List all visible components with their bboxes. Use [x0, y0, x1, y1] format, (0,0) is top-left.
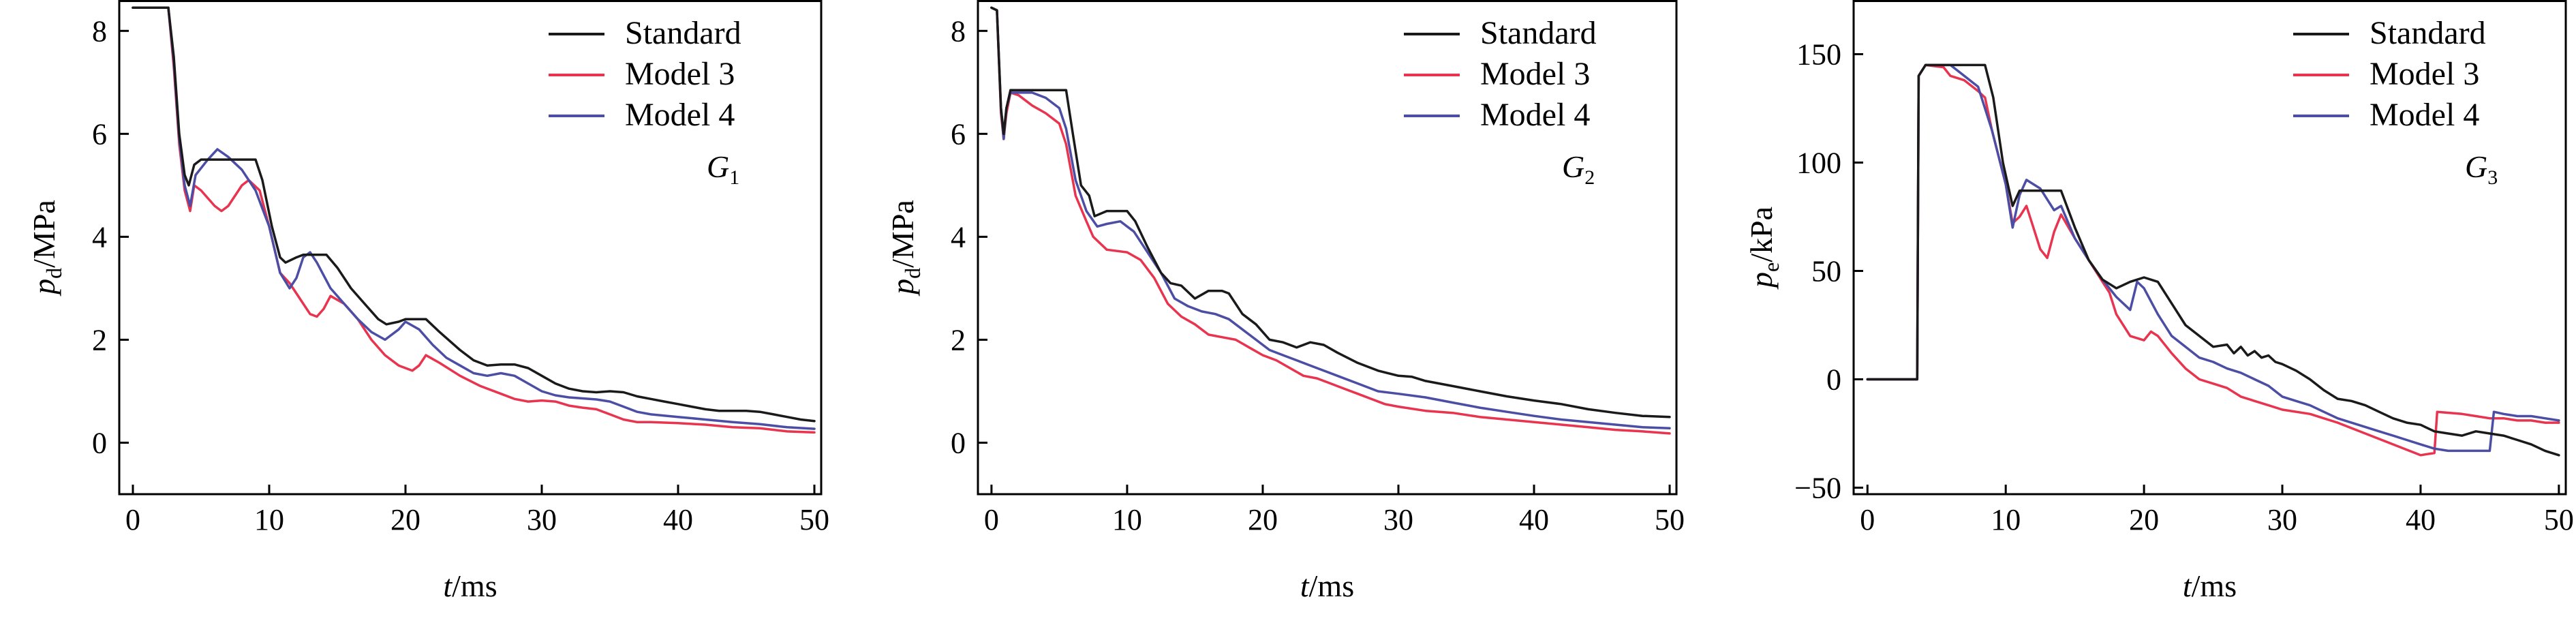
x-tick-label: 0	[125, 503, 140, 536]
legend-label: Standard	[625, 15, 741, 51]
y-axis-label: pe/kPa	[1744, 207, 1783, 290]
y-tick-label: 50	[1811, 254, 1841, 288]
panel-tag: G2	[1562, 149, 1595, 189]
y-tick-label: 100	[1796, 146, 1841, 179]
chart-panel-1: 0 10 20 30 40 50 0 2 4 6 8 t/ms pd/MPa Standard Model …	[27, 0, 829, 603]
plot-frame	[977, 0, 1678, 496]
x-tick-label: 50	[2544, 503, 2574, 536]
legend-label: Model 3	[1480, 56, 1590, 92]
y-tick-label: 150	[1796, 37, 1841, 71]
series-line-standard	[990, 6, 1671, 419]
x-tick-label: 10	[254, 503, 284, 536]
y-tick-label: 2	[92, 323, 107, 356]
series-line-model-3	[990, 6, 1671, 435]
y-tick-label: 0	[1826, 363, 1841, 396]
x-tick-label: 0	[984, 503, 999, 536]
series-line-model-4	[132, 6, 816, 430]
y-tick-label: 6	[92, 117, 107, 151]
panel-tag: G3	[2465, 149, 2498, 189]
x-tick-label: 50	[799, 503, 829, 536]
legend-label: Model 3	[625, 56, 735, 92]
x-tick-label: 30	[1383, 503, 1413, 536]
x-tick-label: 20	[390, 503, 420, 536]
legend-label: Model 4	[2370, 97, 2479, 133]
y-tick-label: 6	[951, 117, 966, 151]
y-tick-label: 8	[951, 14, 966, 48]
y-axis-label: pd/MPa	[885, 200, 925, 297]
legend-label: Model 4	[625, 97, 735, 133]
series-line-standard	[132, 6, 816, 423]
y-tick-label: 0	[951, 426, 966, 459]
x-axis-label: t/ms	[2183, 568, 2237, 603]
x-tick-label: 10	[1112, 503, 1142, 536]
x-axis-label: t/ms	[443, 568, 497, 603]
x-tick-label: 0	[1860, 503, 1875, 536]
series-line-model-3	[132, 6, 816, 434]
chart-panel-2: 0 10 20 30 40 50 0 2 4 6 8 t/ms pd/MPa Standard Model …	[885, 0, 1685, 603]
legend-label: Model 3	[2370, 56, 2479, 92]
y-tick-label: 0	[92, 426, 107, 459]
x-tick-label: 20	[1248, 503, 1278, 536]
plot-frame	[118, 0, 823, 496]
x-axis-label: t/ms	[1300, 568, 1354, 603]
series-line-model-4	[1866, 63, 2560, 453]
y-tick-label: 4	[92, 220, 107, 254]
y-tick-label: 8	[92, 14, 107, 48]
panel-tag: G1	[707, 149, 739, 189]
chart-panel-3: 0 10 20 30 40 50 −50 0 50 100 150 t/ms pe/kPa Standar…	[1744, 0, 2574, 603]
x-tick-label: 40	[2406, 503, 2436, 536]
legend-label: Model 4	[1480, 97, 1590, 133]
x-tick-label: 10	[1991, 503, 2021, 536]
y-tick-label: −50	[1794, 471, 1841, 504]
series-line-model-4	[990, 6, 1671, 430]
x-tick-label: 40	[1519, 503, 1549, 536]
y-axis-label: pd/MPa	[27, 200, 66, 297]
x-tick-label: 20	[2129, 503, 2159, 536]
legend: Standard Model 3 Model 4	[1404, 15, 1597, 133]
x-tick-label: 40	[663, 503, 693, 536]
plot-frame	[1852, 0, 2567, 496]
legend: Standard Model 3 Model 4	[2293, 15, 2486, 133]
x-tick-label: 30	[527, 503, 557, 536]
x-tick-label: 50	[1655, 503, 1685, 536]
series-line-standard	[1866, 63, 2560, 457]
legend-label: Standard	[2370, 15, 2486, 51]
y-tick-label: 4	[951, 220, 966, 254]
y-tick-label: 2	[951, 323, 966, 356]
x-tick-label: 30	[2267, 503, 2297, 536]
legend: Standard Model 3 Model 4	[549, 15, 741, 133]
legend-label: Standard	[1480, 15, 1597, 51]
